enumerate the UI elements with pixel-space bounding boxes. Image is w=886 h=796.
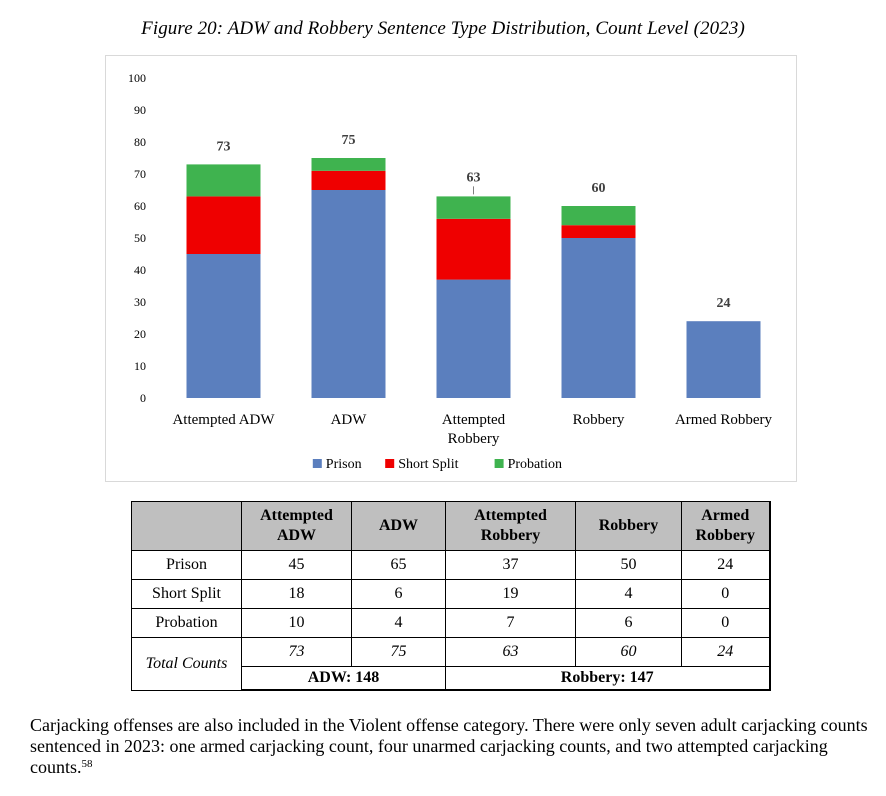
x-axis-labels: Attempted ADW ADW Attempted Robbery Robbery A… <box>172 412 772 447</box>
table-row: Probation 10 4 7 6 0 <box>131 608 770 638</box>
bar-segment-short-split <box>186 196 261 254</box>
table-cell: 10 <box>241 608 352 638</box>
table-corner-cell <box>131 501 242 551</box>
y-tick-label: 10 <box>134 359 146 373</box>
bar-segment-probation <box>186 164 261 197</box>
table-cell: 6 <box>351 579 446 609</box>
table-row: Prison 45 65 37 50 24 <box>131 550 770 580</box>
footnote-ref: 58 <box>81 758 93 770</box>
table-cell: 45 <box>241 550 352 580</box>
bars <box>186 158 761 398</box>
data-table: Attempted ADW ADW Attempted Robbery Robber… <box>131 501 771 691</box>
table-header-cell: Armed Robbery <box>681 501 770 551</box>
figure-title: Figure 20: ADW and Robbery Sentence Type… <box>141 18 745 39</box>
legend-swatch <box>385 459 395 468</box>
bar-segment-short-split <box>311 170 386 190</box>
bar-segment-prison <box>561 238 636 398</box>
bar-segment-short-split <box>436 218 511 280</box>
bar-segment-prison <box>686 321 761 398</box>
x-tick-label: Armed Robbery <box>675 412 773 428</box>
table-cell: 24 <box>681 550 770 580</box>
legend: Prison Short Split Probation <box>312 457 562 472</box>
bar-segment-probation <box>561 206 636 226</box>
y-tick-label: 40 <box>134 263 146 277</box>
table-cell: 65 <box>351 550 446 580</box>
table-cell: 7 <box>445 608 576 638</box>
y-axis: 0 10 20 30 40 50 60 70 80 90 100 <box>128 71 146 405</box>
table-cell: 4 <box>575 579 682 609</box>
legend-label: Prison <box>326 457 362 472</box>
totals-row: Total Counts 73 75 63 60 24 <box>131 637 770 691</box>
x-tick-label: Robbery <box>448 431 500 447</box>
x-tick-label: Robbery <box>573 412 625 428</box>
bar-segment-prison <box>311 190 386 398</box>
y-tick-label: 60 <box>134 199 146 213</box>
total-cell: 73 <box>241 637 352 667</box>
y-tick-label: 100 <box>128 71 146 85</box>
table-cell: 19 <box>445 579 576 609</box>
x-tick-label: ADW <box>331 412 368 428</box>
total-label: 73 <box>217 139 231 154</box>
table-header-cell: Robbery <box>575 501 682 551</box>
bar-segment-prison <box>436 279 511 398</box>
table-cell: 50 <box>575 550 682 580</box>
y-tick-label: 20 <box>134 327 146 341</box>
total-label: 24 <box>717 296 731 311</box>
table-row: Short Split 18 6 19 4 0 <box>131 579 770 609</box>
chart-area: 0 10 20 30 40 50 60 70 80 90 100 73 75 63 60 24 Attemp… <box>105 55 797 482</box>
total-label: 63 <box>467 170 481 185</box>
table-header-cell: Attempted ADW <box>241 501 352 551</box>
bar-segment-probation <box>311 158 386 171</box>
stacked-bar-chart: 0 10 20 30 40 50 60 70 80 90 100 73 75 63 60 24 Attemp… <box>128 71 773 472</box>
bar-segment-short-split <box>561 225 636 238</box>
y-tick-label: 0 <box>140 391 146 405</box>
group-totals-row: ADW: 148 Robbery: 147 <box>132 666 770 691</box>
y-tick-label: 50 <box>134 231 146 245</box>
group-total-robbery: Robbery: 147 <box>445 666 770 691</box>
row-label: Short Split <box>131 579 242 609</box>
total-cell: 24 <box>681 637 770 667</box>
y-tick-label: 90 <box>134 103 146 117</box>
total-cell: 63 <box>445 637 576 667</box>
bar-segment-prison <box>186 254 261 398</box>
table-cell: 18 <box>241 579 352 609</box>
x-tick-label: Attempted <box>442 412 506 428</box>
y-tick-label: 30 <box>134 295 146 309</box>
total-cell: 75 <box>351 637 446 667</box>
legend-label: Short Split <box>398 457 458 472</box>
total-cell: 60 <box>575 637 682 667</box>
table-header-cell: ADW <box>351 501 446 551</box>
table-cell: 0 <box>681 608 770 638</box>
total-label: 60 <box>592 181 606 196</box>
bar-segment-probation <box>436 196 511 219</box>
total-labels: 73 75 63 60 24 <box>217 133 731 311</box>
table-cell: 37 <box>445 550 576 580</box>
group-total-adw: ADW: 148 <box>241 666 446 691</box>
total-label: 75 <box>342 133 356 148</box>
table-cell: 6 <box>575 608 682 638</box>
legend-swatch <box>312 459 322 468</box>
y-tick-label: 70 <box>134 167 146 181</box>
table-cell: 4 <box>351 608 446 638</box>
table-header-cell: Attempted Robbery <box>445 501 576 551</box>
row-label: Probation <box>131 608 242 638</box>
row-label: Prison <box>131 550 242 580</box>
totals-label: Total Counts <box>131 637 242 691</box>
legend-swatch <box>494 459 504 468</box>
table-header-row: Attempted ADW ADW Attempted Robbery Robber… <box>131 501 770 551</box>
x-tick-label: Attempted ADW <box>172 412 275 428</box>
y-tick-label: 80 <box>134 135 146 149</box>
table-cell: 0 <box>681 579 770 609</box>
body-paragraph: Carjacking offenses are also included in… <box>30 715 880 778</box>
paragraph-text: Carjacking offenses are also included in… <box>30 715 868 777</box>
legend-label: Probation <box>508 457 562 472</box>
